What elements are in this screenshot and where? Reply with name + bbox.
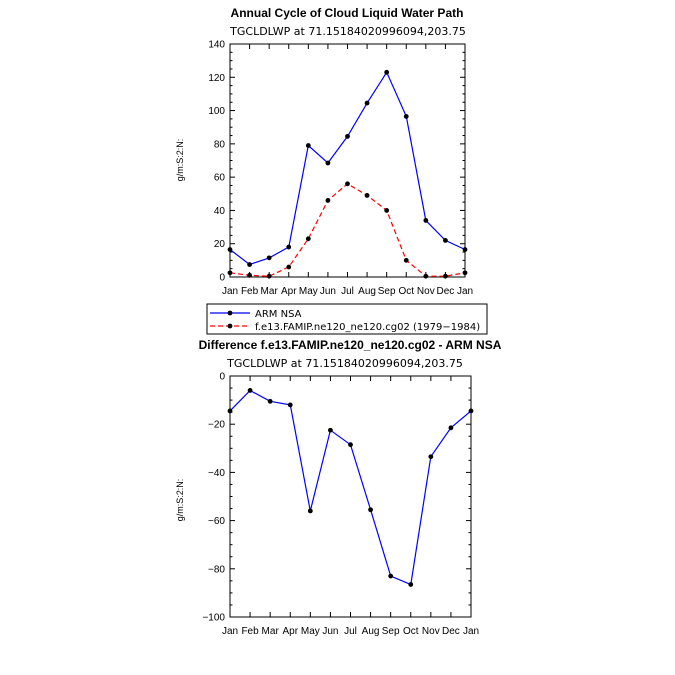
data-point (345, 181, 350, 187)
data-point (468, 408, 474, 414)
x-tick-label: Jan (222, 626, 238, 637)
legend-box (206, 303, 488, 335)
data-point (247, 262, 252, 267)
y-tick-label: 20 (214, 239, 226, 250)
data-point (368, 507, 373, 513)
chart2-ylabel: g/m:S:2:N: (175, 479, 185, 522)
x-tick-label: Jan (222, 286, 238, 297)
x-tick-label: Aug (362, 626, 380, 637)
x-tick-label: Jul (341, 286, 354, 297)
x-tick-label: May (299, 286, 318, 297)
data-point (227, 247, 233, 252)
data-point (443, 273, 448, 279)
data-point (247, 388, 253, 393)
data-point (227, 270, 233, 276)
y-tick-label: 140 (208, 40, 225, 51)
y-tick-label: 80 (214, 139, 226, 150)
data-point (305, 236, 311, 242)
data-point (307, 508, 313, 514)
x-tick-label: Jan (463, 626, 479, 637)
chart1-subtitle: TGCLDLWP at 71.15184020996094,203.75 (229, 25, 466, 38)
legend-label-arm: ARM NSA (255, 309, 302, 320)
x-tick-label: Aug (358, 286, 376, 297)
legend-label-model: f.e13.FAMIP.ne120_ne120.cg02 (1979−1984) (255, 322, 480, 333)
data-point (423, 273, 429, 279)
y-tick-label: 0 (219, 273, 225, 284)
y-tick-label: −100 (202, 613, 225, 624)
data-point (462, 247, 468, 252)
x-tick-label: Nov (417, 286, 435, 297)
chart2-title: Difference f.e13.FAMIP.ne120_ne120.cg02 … (199, 338, 502, 352)
series-line (229, 183, 466, 277)
x-tick-label: May (301, 626, 320, 637)
legend-marker-model (227, 323, 233, 329)
y-tick-label: −60 (208, 516, 225, 527)
legend-marker-arm (227, 310, 233, 316)
x-tick-label: Mar (262, 626, 280, 637)
data-point (286, 244, 292, 250)
x-tick-label: Feb (241, 286, 259, 297)
data-point (325, 198, 331, 203)
chart1-title: Annual Cycle of Cloud Liquid Water Path (231, 6, 464, 20)
data-point (227, 408, 233, 414)
x-tick-label: Oct (403, 626, 419, 637)
y-tick-label: −80 (208, 564, 225, 575)
data-point (364, 100, 370, 106)
chart1-plot-frame (229, 43, 466, 278)
data-point (266, 273, 272, 279)
data-point (403, 257, 409, 263)
data-point (423, 218, 429, 223)
y-tick-label: −20 (208, 420, 225, 431)
data-point (287, 402, 293, 408)
x-tick-label: Jan (457, 286, 473, 297)
data-point (443, 237, 448, 243)
data-point (328, 427, 333, 433)
data-point (462, 270, 468, 276)
data-point (325, 160, 331, 166)
y-tick-label: 100 (208, 106, 225, 117)
data-point (345, 133, 350, 139)
chart2-plot-frame (229, 375, 472, 618)
data-point (428, 454, 434, 460)
y-tick-label: 40 (214, 206, 226, 217)
data-point (266, 255, 272, 261)
x-tick-label: Dec (437, 286, 455, 297)
y-tick-label: 120 (208, 73, 225, 84)
data-point (267, 398, 273, 404)
x-tick-label: Nov (422, 626, 440, 637)
chart1-ylabel: g/m:S:2:N: (175, 139, 185, 182)
data-point (305, 143, 311, 148)
x-tick-label: Sep (378, 286, 396, 297)
data-point (384, 208, 390, 213)
x-tick-label: Apr (281, 286, 297, 297)
series-line (229, 389, 472, 586)
x-tick-label: Jul (344, 626, 357, 637)
y-tick-label: 0 (219, 372, 225, 383)
x-tick-label: Sep (382, 626, 400, 637)
data-point (384, 69, 390, 75)
data-point (448, 425, 454, 431)
data-point (247, 272, 252, 278)
x-tick-label: Dec (442, 626, 460, 637)
data-point (348, 442, 353, 448)
data-point (388, 573, 394, 579)
x-tick-label: Feb (241, 626, 259, 637)
data-point (403, 113, 409, 119)
difference-chart: Difference f.e13.FAMIP.ne120_ne120.cg02 … (175, 338, 502, 637)
x-tick-label: Mar (261, 286, 279, 297)
data-point (408, 582, 414, 587)
x-tick-label: Apr (282, 626, 298, 637)
y-tick-label: −40 (208, 468, 225, 479)
chart1-legend: ARM NSA f.e13.FAMIP.ne120_ne120.cg02 (19… (206, 303, 488, 335)
x-tick-label: Oct (398, 286, 414, 297)
data-point (364, 193, 370, 198)
annual-cycle-chart: Annual Cycle of Cloud Liquid Water Path … (175, 6, 488, 335)
x-tick-label: Jun (320, 286, 336, 297)
series-line (229, 71, 466, 266)
data-point (286, 264, 292, 270)
y-tick-label: 60 (214, 173, 226, 184)
chart2-subtitle: TGCLDLWP at 71.15184020996094,203.75 (226, 357, 463, 370)
x-tick-label: Jun (322, 626, 338, 637)
